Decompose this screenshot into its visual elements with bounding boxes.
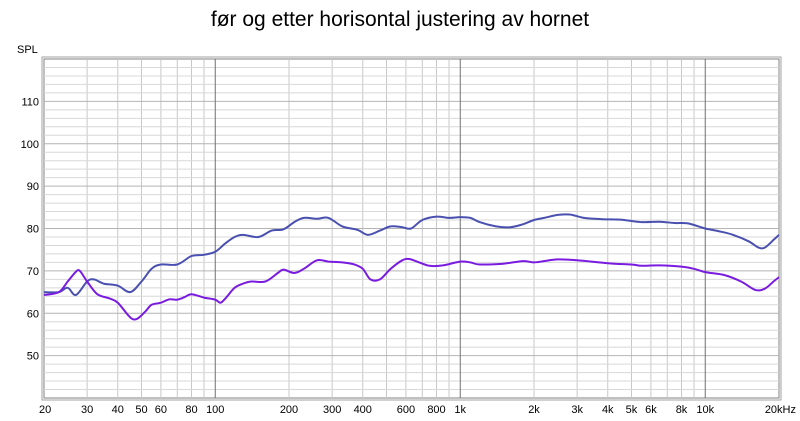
x-tick-label: 3k	[571, 404, 583, 416]
x-tick-label: 5k	[626, 404, 638, 416]
x-tick-label: 40	[112, 404, 124, 416]
x-tick-label: 60	[155, 404, 167, 416]
y-tick-label: 60	[27, 308, 39, 320]
y-tick-label: 100	[21, 139, 39, 151]
x-tick-label: 1k	[454, 404, 466, 416]
x-tick-label: 300	[323, 404, 341, 416]
y-tick-label: 110	[21, 96, 39, 108]
x-tick-labels: 20 30 40 50 60 80 100 200 300 400 600 800 1k 2k 3k 4k 5k…	[39, 404, 796, 416]
x-tick-label: 10k	[696, 404, 714, 416]
y-tick-labels: 50 60 70 80 90 100 110	[21, 96, 39, 362]
x-tick-label: 100	[206, 404, 224, 416]
x-tick-label: 600	[397, 404, 415, 416]
x-tick-label: 200	[280, 404, 298, 416]
x-tick-label: 6k	[645, 404, 657, 416]
x-tick-label: 2k	[528, 404, 540, 416]
x-tick-label: 4k	[602, 404, 614, 416]
y-tick-label: 90	[27, 181, 39, 193]
x-tick-label: 800	[427, 404, 445, 416]
y-axis-label: SPL	[17, 44, 38, 56]
x-tick-label: 80	[185, 404, 197, 416]
x-tick-label: 50	[135, 404, 147, 416]
x-tick-label: 20	[39, 404, 51, 416]
y-tick-label: 80	[27, 224, 39, 236]
x-tick-label: 20kHz	[765, 404, 796, 416]
y-tick-label: 70	[27, 266, 39, 278]
x-tick-label: 8k	[676, 404, 688, 416]
y-tick-label: 50	[27, 351, 39, 363]
x-tick-label: 30	[81, 404, 93, 416]
x-tick-label: 400	[354, 404, 372, 416]
